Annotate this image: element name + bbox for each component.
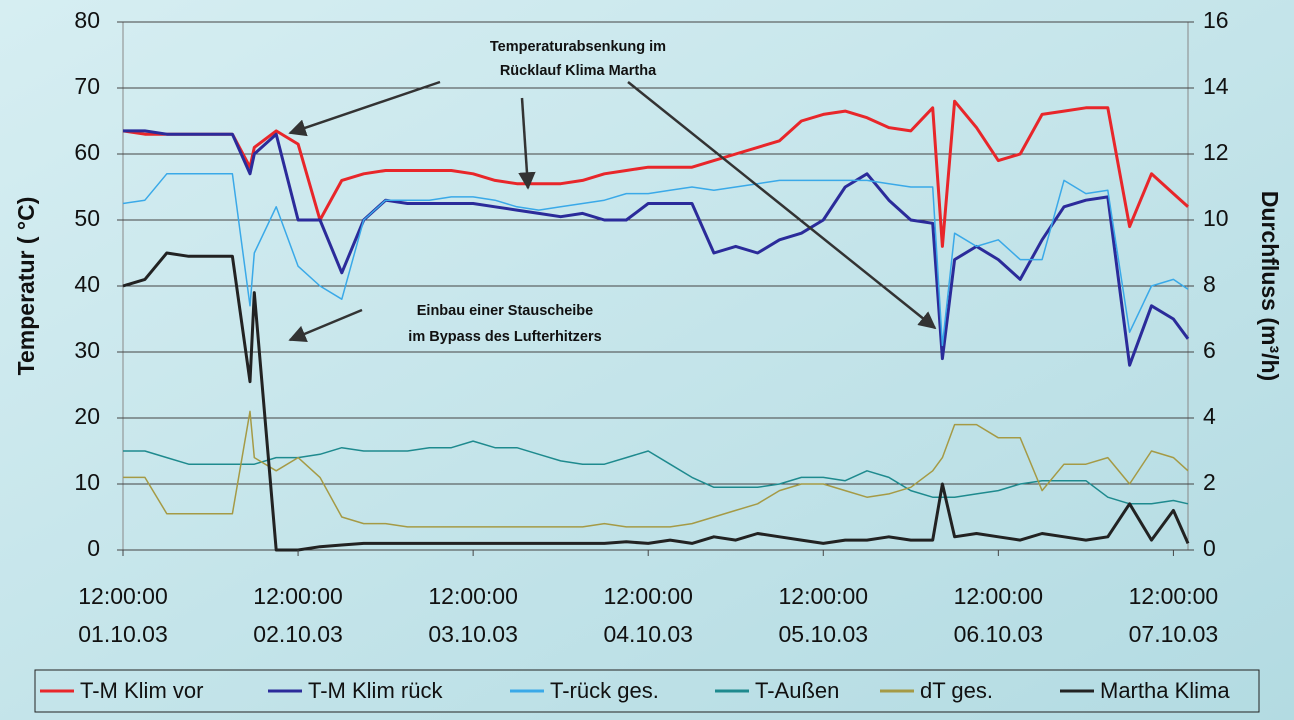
y2-tick-label: 10 (1203, 205, 1229, 231)
x-tick-label: 12:00:00 (779, 583, 869, 609)
legend-label: T-M Klim vor (80, 678, 203, 703)
y-axis-label: Temperatur ( °C) (13, 197, 39, 376)
y2-tick-label: 8 (1203, 271, 1216, 297)
y-tick-label: 20 (74, 403, 100, 429)
y-tick-label: 40 (74, 271, 100, 297)
series-line (122, 173, 1189, 347)
y2-tick-label: 16 (1203, 7, 1229, 33)
y2-tick-label: 4 (1203, 403, 1216, 429)
legend-label: Martha Klima (1100, 678, 1230, 703)
x-tick-label: 12:00:00 (1129, 583, 1219, 609)
legend-label: T-rück ges. (550, 678, 659, 703)
y-tick-label: 10 (74, 469, 100, 495)
y-tick-label: 70 (74, 73, 100, 99)
series-line (123, 440, 1189, 505)
legend-box (34, 669, 1260, 713)
y-tick-label: 50 (74, 205, 100, 231)
y2-tick-label: 12 (1203, 139, 1229, 165)
y2-tick-label: 14 (1203, 73, 1229, 99)
x-tick-label: 05.10.03 (779, 621, 869, 647)
y2-tick-label: 2 (1203, 469, 1216, 495)
legend-label: dT ges. (920, 678, 993, 703)
arrow (627, 81, 937, 330)
series-line (122, 99, 1190, 248)
y2-tick-label: 6 (1203, 337, 1216, 363)
x-tick-label: 12:00:00 (78, 583, 168, 609)
marks (122, 21, 1190, 552)
y-tick-label: 60 (74, 139, 100, 165)
arrow (518, 97, 536, 190)
x-tick-label: 06.10.03 (954, 621, 1044, 647)
x-tick-label: 01.10.03 (78, 621, 168, 647)
annotation: Rücklauf Klima Martha (500, 63, 657, 79)
x-tick-label: 07.10.03 (1129, 621, 1219, 647)
x-tick-label: 12:00:00 (253, 583, 343, 609)
x-tick-label: 04.10.03 (603, 621, 693, 647)
x-tick-label: 12:00:00 (603, 583, 693, 609)
legend-label: T-M Klim rück (308, 678, 443, 703)
x-tick-label: 12:00:00 (954, 583, 1044, 609)
annotation: Einbau einer Stauscheibe (417, 303, 593, 319)
x-tick-label: 02.10.03 (253, 621, 343, 647)
x-tick-label: 12:00:00 (428, 583, 518, 609)
series-line (123, 410, 1189, 528)
arrow (288, 80, 441, 137)
arrow (288, 308, 363, 343)
annotation: Temperaturabsenkung im (490, 39, 666, 55)
y2-tick-label: 0 (1203, 535, 1216, 561)
series-line (123, 129, 1190, 367)
y-tick-label: 80 (74, 7, 100, 33)
x-tick-label: 03.10.03 (428, 621, 518, 647)
series-line (122, 251, 1190, 552)
y-tick-label: 30 (74, 337, 100, 363)
y2-axis-label: Durchfluss (m³/h) (1257, 191, 1283, 381)
legend-label: T-Außen (755, 678, 839, 703)
y-tick-label: 0 (87, 535, 100, 561)
annotation: im Bypass des Lufterhitzers (408, 329, 601, 345)
